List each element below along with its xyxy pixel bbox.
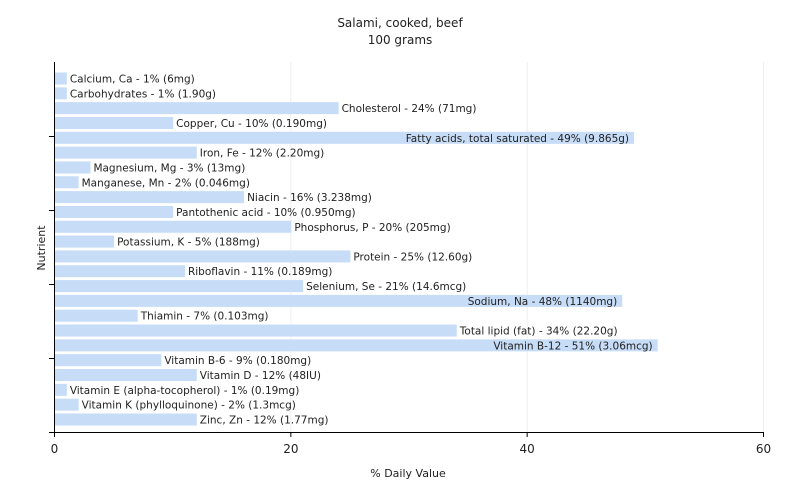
- bar-label: Calcium, Ca - 1% (6mg): [70, 74, 195, 86]
- chart-title: Salami, cooked, beef: [337, 16, 463, 30]
- x-axis-title: % Daily Value: [370, 467, 446, 480]
- axes-group: 0 20 40 60: [49, 62, 771, 456]
- bar: [55, 280, 304, 293]
- bar-label: Manganese, Mn - 2% (0.046mg): [82, 177, 250, 189]
- bar-labels-group: Calcium, Ca - 1% (6mg) Carbohydrates - 1%…: [70, 74, 653, 427]
- bar: [55, 265, 185, 278]
- bar-label: Selenium, Se - 21% (14.6mcg): [306, 281, 466, 293]
- bar-label: Protein - 25% (12.60g): [353, 251, 472, 263]
- bar-label: Thiamin - 7% (0.103mg): [140, 311, 269, 323]
- bar: [55, 205, 174, 218]
- x-tick-label: 60: [756, 442, 771, 456]
- bar: [55, 161, 91, 174]
- bar-label: Sodium, Na - 48% (1140mg): [468, 296, 617, 308]
- bar-label: Riboflavin - 11% (0.189mg): [188, 266, 332, 278]
- bar: [55, 413, 197, 426]
- bar-label: Vitamin B-12 - 51% (3.06mcg): [493, 340, 652, 352]
- bar: [55, 191, 245, 204]
- bar-label: Niacin - 16% (3.238mg): [247, 192, 372, 204]
- x-tick-label: 40: [520, 442, 535, 456]
- bar: [55, 369, 197, 382]
- bar: [55, 354, 162, 367]
- bar: [55, 102, 339, 115]
- bar: [55, 220, 292, 233]
- bar: [55, 87, 67, 100]
- bar: [55, 116, 174, 129]
- bar-label: Zinc, Zn - 12% (1.77mg): [200, 415, 329, 427]
- bar-label: Vitamin D - 12% (48IU): [200, 370, 321, 382]
- bar: [55, 176, 79, 189]
- bar: [55, 72, 67, 85]
- bar-label: Vitamin K (phylloquinone) - 2% (1.3mcg): [82, 400, 296, 412]
- bar: [55, 250, 351, 263]
- bar-label: Fatty acids, total saturated - 49% (9.86…: [406, 133, 629, 145]
- x-tick-label: 0: [51, 442, 59, 456]
- bar: [55, 309, 138, 322]
- bar: [55, 235, 115, 248]
- bar-label: Magnesium, Mg - 3% (13mg): [93, 162, 245, 174]
- bar-label: Vitamin E (alpha-tocopherol) - 1% (0.19m…: [70, 385, 299, 397]
- bar-label: Iron, Fe - 12% (2.20mg): [200, 148, 324, 160]
- bar: [55, 324, 457, 337]
- bars-group: [55, 72, 658, 426]
- bar: [55, 294, 623, 307]
- bar: [55, 398, 79, 411]
- bar-label: Vitamin B-6 - 9% (0.180mg): [164, 355, 311, 367]
- bar-label: Phosphorus, P - 20% (205mg): [294, 222, 450, 234]
- bar-label: Copper, Cu - 10% (0.190mg): [176, 118, 327, 130]
- gridlines: [290, 62, 764, 432]
- bar-label: Pantothenic acid - 10% (0.950mg): [176, 207, 355, 219]
- bar: [55, 146, 197, 159]
- x-tick-label: 20: [283, 442, 298, 456]
- bar-label: Carbohydrates - 1% (1.90g): [70, 88, 216, 100]
- chart-subtitle: 100 grams: [368, 33, 433, 47]
- bar: [55, 339, 658, 352]
- bar: [55, 131, 635, 144]
- bar-label: Cholesterol - 24% (71mg): [342, 103, 477, 115]
- y-axis-title: Nutrient: [35, 225, 48, 271]
- bar: [55, 383, 67, 396]
- bar-label: Potassium, K - 5% (188mg): [117, 237, 260, 249]
- bar-label: Total lipid (fat) - 34% (22.20g): [459, 326, 618, 338]
